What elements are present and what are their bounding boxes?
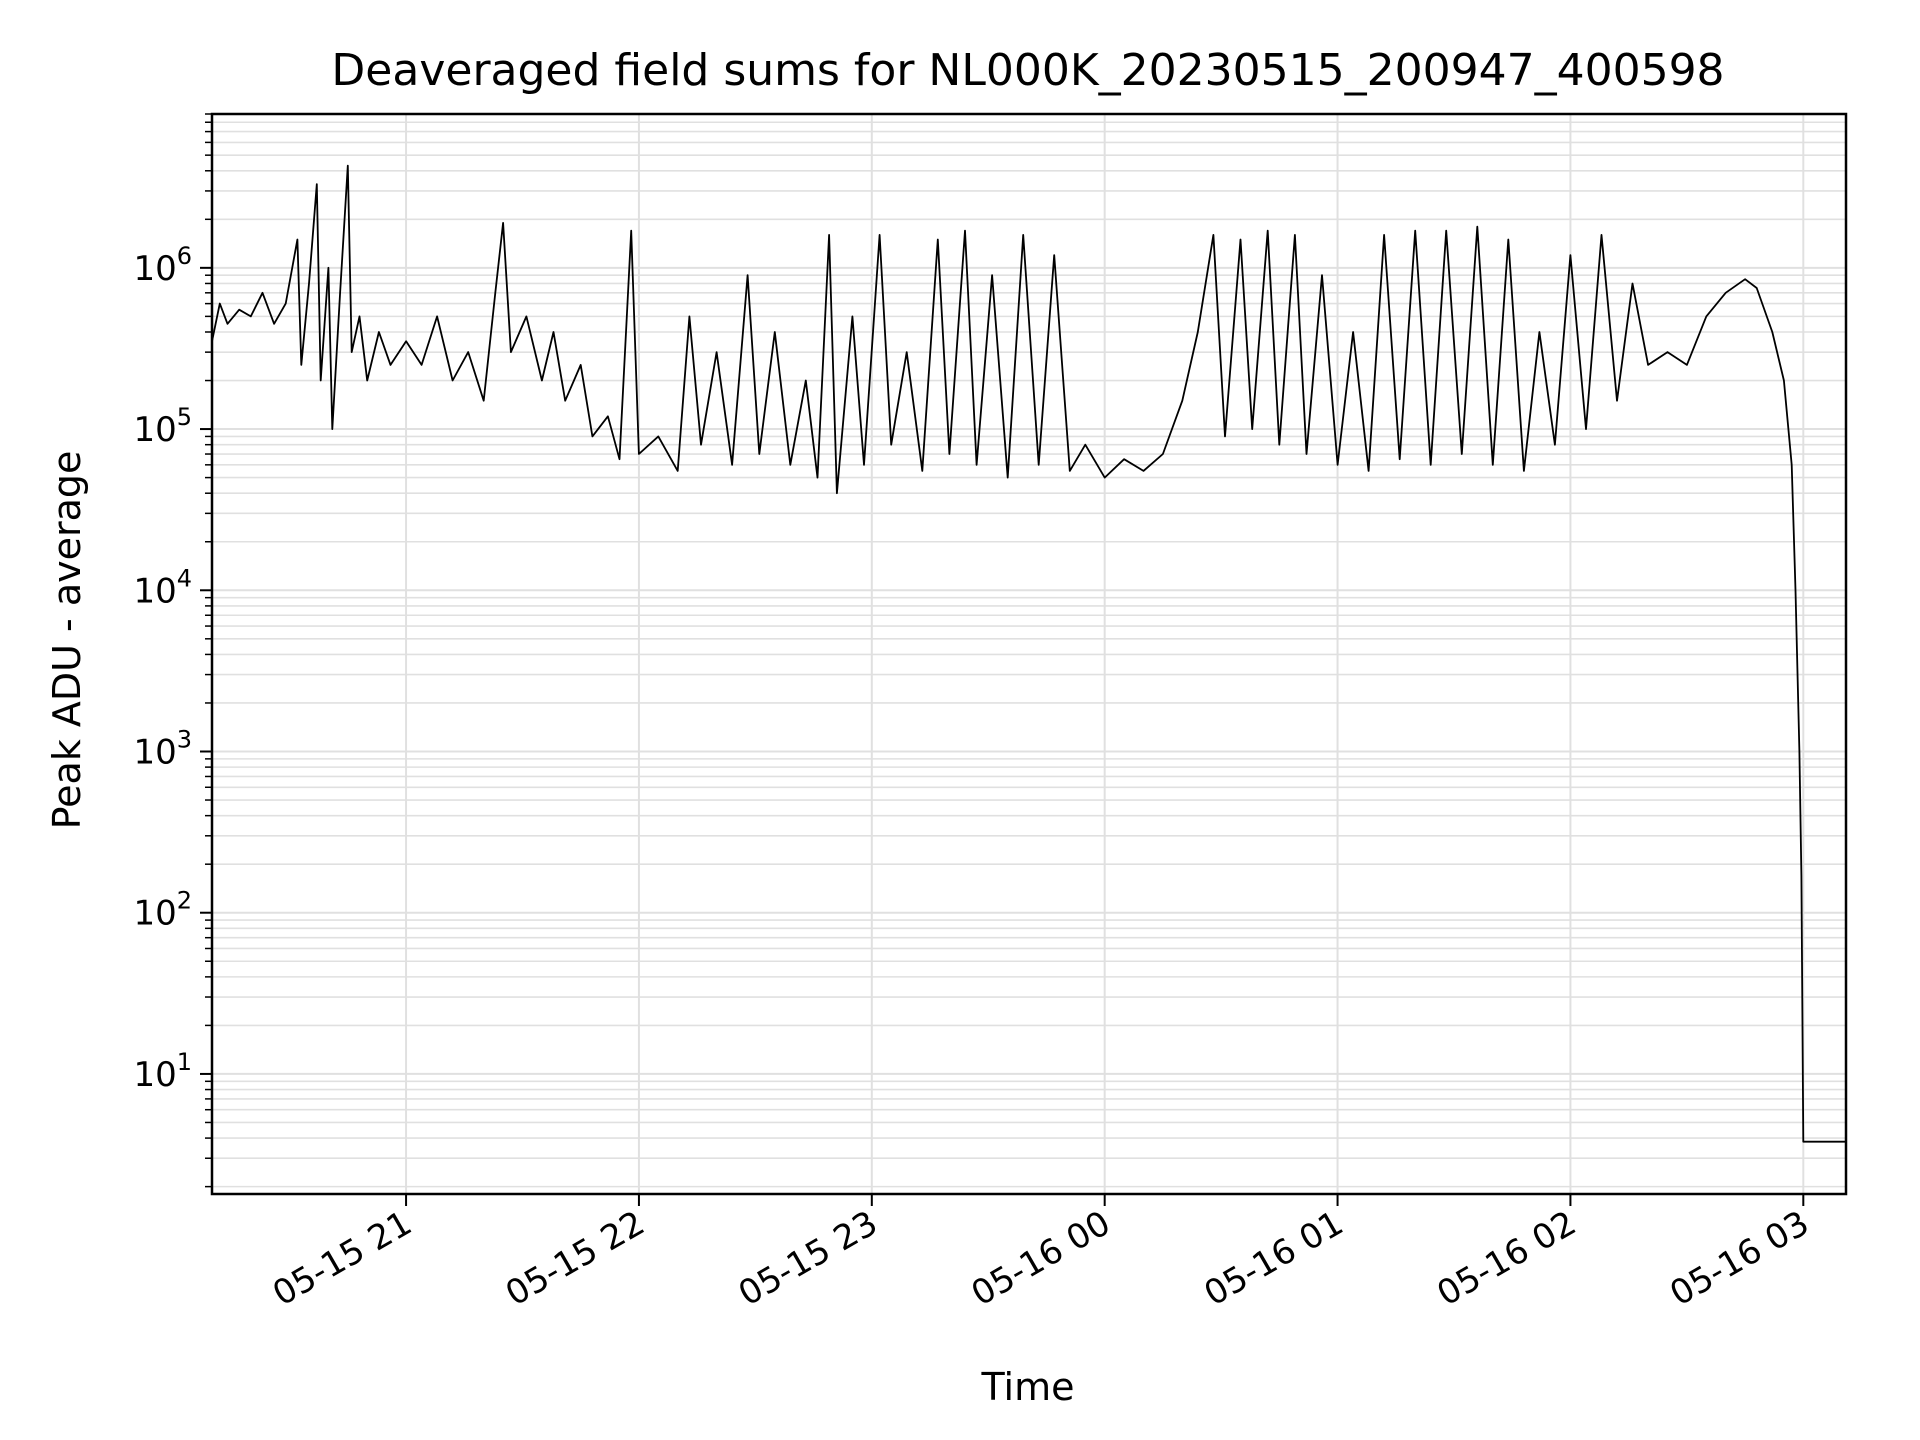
y-tick-label: 101 <box>133 1048 192 1095</box>
y-tick-label: 103 <box>133 725 192 772</box>
y-tick-label: 104 <box>133 564 192 611</box>
grid <box>212 113 1846 1194</box>
y-axis-label: Peak ADU - average <box>45 451 89 830</box>
x-axis-label: Time <box>981 1365 1075 1409</box>
data-series <box>211 164 1846 1143</box>
y-tick-label: 105 <box>133 403 192 450</box>
y-tick-label: 102 <box>133 887 192 934</box>
chart-title: Deaveraged field sums for NL000K_2023051… <box>331 45 1724 96</box>
series-line <box>211 164 1846 1143</box>
y-tick-label: 106 <box>133 242 192 289</box>
